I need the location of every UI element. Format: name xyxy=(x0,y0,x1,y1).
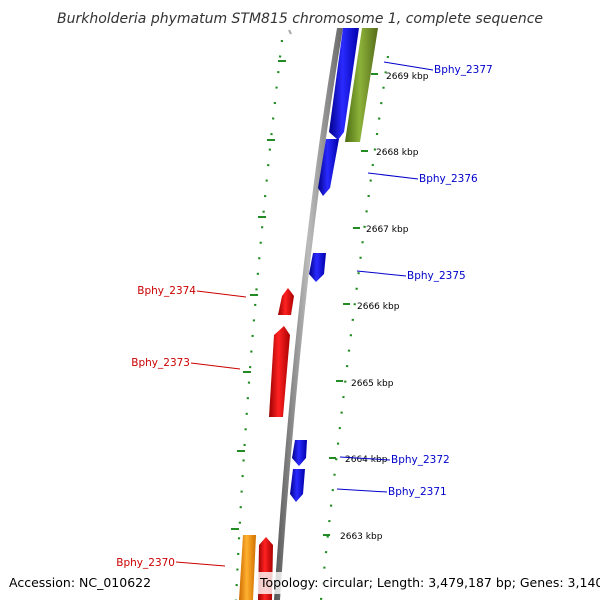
gene-label-bphy-2373[interactable]: Bphy_2373 xyxy=(131,357,190,369)
label-leaders-forward xyxy=(336,61,434,493)
kbp-label: 2666 kbp xyxy=(357,302,400,312)
major-ticks-left xyxy=(231,60,286,530)
gene-bphy-2372[interactable] xyxy=(292,440,307,466)
gene-label-bphy-2376[interactable]: Bphy_2376 xyxy=(419,173,478,185)
kbp-label: 2667 kbp xyxy=(366,225,409,235)
accession-label: Accession: NC_010622 xyxy=(9,575,151,590)
topology-label: Topology: circular; Length: 3,479,187 bp… xyxy=(259,575,600,590)
feature-orange-block xyxy=(239,535,256,600)
gene-bphy-2377[interactable] xyxy=(329,28,359,140)
genome-backbone xyxy=(274,28,343,600)
backbone-start-marker xyxy=(288,29,292,35)
kbp-label: 2664 kbp xyxy=(345,455,388,465)
gene-label-bphy-2372[interactable]: Bphy_2372 xyxy=(391,454,450,466)
gene-bphy-2374[interactable] xyxy=(278,288,294,315)
inner-tick-ring xyxy=(234,39,284,600)
gene-bphy-2373[interactable] xyxy=(269,326,290,417)
map-title: Burkholderia phymatum STM815 chromosome … xyxy=(57,11,543,27)
kbp-label: 2663 kbp xyxy=(340,532,383,542)
gene-bphy-2375[interactable] xyxy=(309,253,326,282)
label-leaders-reverse xyxy=(175,290,247,567)
kbp-label: 2668 kbp xyxy=(376,148,419,158)
kbp-label: 2665 kbp xyxy=(351,379,394,389)
gene-label-bphy-2370[interactable]: Bphy_2370 xyxy=(116,557,175,569)
gene-bphy-2376[interactable] xyxy=(318,139,339,196)
gene-label-bphy-2371[interactable]: Bphy_2371 xyxy=(388,486,447,498)
gene-label-bphy-2377[interactable]: Bphy_2377 xyxy=(434,64,493,76)
gene-label-bphy-2375[interactable]: Bphy_2375 xyxy=(407,270,466,282)
feature-green-block xyxy=(345,28,378,142)
gene-bphy-2371[interactable] xyxy=(290,469,305,502)
topology-label-background xyxy=(256,572,594,594)
kbp-label: 2669 kbp xyxy=(386,72,429,82)
gene-label-bphy-2374[interactable]: Bphy_2374 xyxy=(137,285,196,297)
major-ticks-right xyxy=(323,73,378,536)
